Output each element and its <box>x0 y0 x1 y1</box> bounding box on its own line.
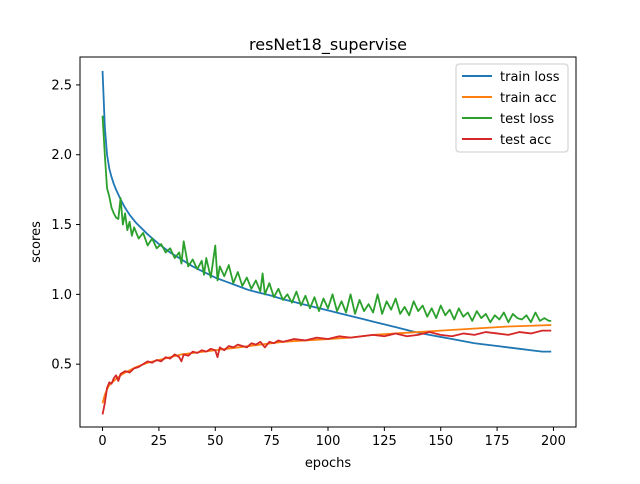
y-tick-label: 1.5 <box>51 218 72 233</box>
y-tick-label: 0.5 <box>51 358 72 373</box>
x-tick-label: 75 <box>263 434 280 449</box>
x-tick-label: 50 <box>207 434 224 449</box>
x-tick-label: 100 <box>316 434 341 449</box>
y-axis-ticks: 0.5 1.0 1.5 2.0 2.5 <box>51 78 80 373</box>
legend-box <box>455 63 569 153</box>
x-axis-label: epochs <box>305 456 352 471</box>
series-line-train-loss <box>101 70 552 353</box>
legend: train loss train acc test loss test acc <box>455 63 569 153</box>
legend-label-test-loss: test loss <box>500 112 554 127</box>
y-tick-label: 1.0 <box>51 288 72 303</box>
x-tick-label: 25 <box>151 434 168 449</box>
series-layer <box>101 70 552 415</box>
legend-label-train-loss: train loss <box>500 70 560 85</box>
x-axis-ticks: 0 25 50 75 100 125 150 175 200 <box>98 427 566 449</box>
x-tick-label: 200 <box>541 434 566 449</box>
legend-label-test-acc: test acc <box>500 133 551 148</box>
series-line-train-acc <box>101 324 552 404</box>
series-line-test-loss <box>101 115 552 324</box>
x-tick-label: 150 <box>428 434 453 449</box>
series-line-test-acc <box>101 329 552 415</box>
y-tick-label: 2.5 <box>51 78 72 93</box>
legend-label-train-acc: train acc <box>500 91 557 106</box>
x-tick-label: 175 <box>485 434 510 449</box>
y-axis-label: scores <box>29 221 44 263</box>
chart-title: resNet18_supervise <box>249 35 407 55</box>
x-tick-label: 0 <box>98 434 106 449</box>
x-tick-label: 125 <box>372 434 397 449</box>
y-tick-label: 2.0 <box>51 148 72 163</box>
